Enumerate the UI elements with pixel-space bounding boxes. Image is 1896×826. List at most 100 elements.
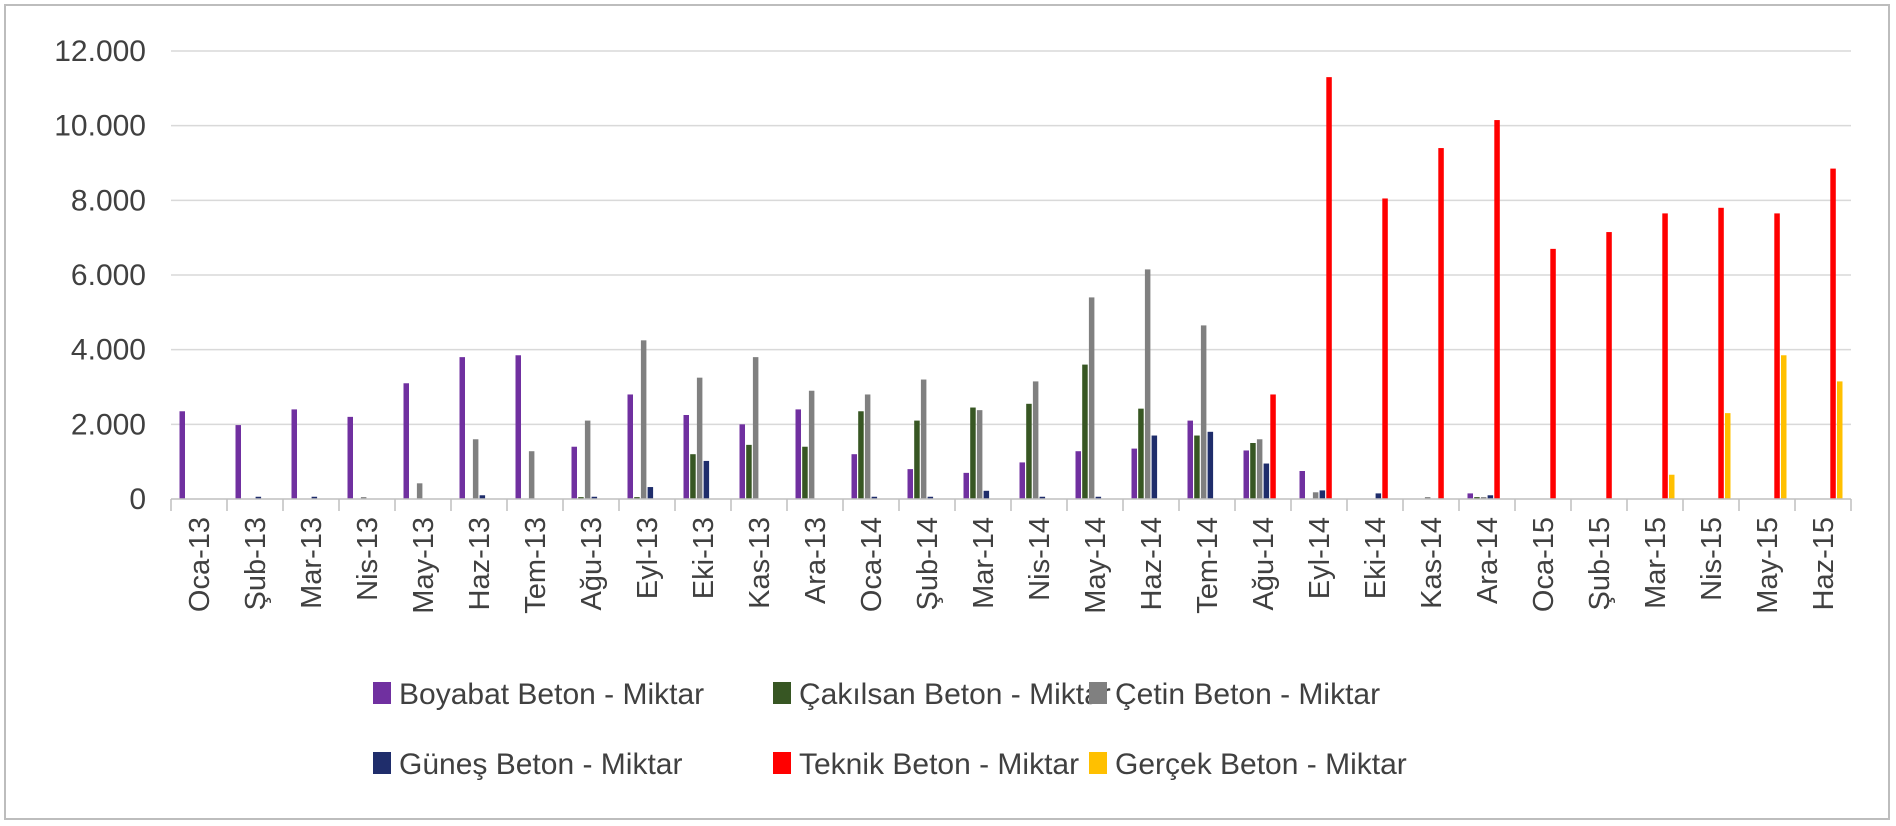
bar--etin-beton-miktar-tem-13 [528,451,535,499]
legend-label: Çakılsan Beton - Miktar [799,678,1111,711]
bar--etin-beton-miktar-tem-14 [1200,325,1207,499]
x-axis-ticks: Oca-13 Şub-13 Mar-13 Nis-13 May-13 Haz-13 Tem-… [184,517,1840,614]
bar-boyabat-beton-miktar-şub-13 [235,425,241,499]
bar-g-ne-beton-miktar-mar-14 [983,490,990,499]
bar-teknik-beton-miktar-may-15 [1774,213,1780,499]
bar-g-ne-beton-miktar-eyl-13 [647,487,654,499]
x-axis [170,498,1852,511]
bar-teknik-beton-miktar-eyl-14 [1326,77,1332,499]
bar--etin-beton-miktar-kas-14 [1424,497,1431,499]
bar-ger-ek-beton-miktar-may-15 [1781,355,1787,499]
bar-teknik-beton-miktar-kas-14 [1438,148,1444,500]
x-tick-label: Oca-14 [856,517,888,612]
bar-boyabat-beton-miktar-eki-13 [683,415,689,499]
legend-swatch [1089,752,1107,774]
bar--ak-lsan-beton-miktar-oca-14 [858,411,864,499]
bar-g-ne-beton-miktar-ağu-14 [1263,463,1270,499]
bar--ak-lsan-beton-miktar-mar-14 [970,407,976,499]
x-tick-label: Ağu-14 [1248,517,1280,611]
x-tick-label: Mar-15 [1640,517,1672,609]
bar-g-ne-beton-miktar-şub-13 [255,496,262,499]
y-tick-label: 6.000 [71,259,146,292]
bar--etin-beton-miktar-nis-13 [360,497,367,499]
x-tick-label: Eki-14 [1360,517,1392,599]
x-tick-label: Ağu-13 [576,517,608,611]
x-tick-label: Şub-15 [1584,517,1616,611]
y-axis-ticks: 0 2.000 4.000 6.000 8.000 10.000 12.000 [54,35,146,516]
bar--ak-lsan-beton-miktar-tem-14 [1194,435,1200,499]
bar-g-ne-beton-miktar-nis-14 [1039,496,1046,499]
x-tick-label: Şub-14 [912,517,944,611]
bar-ger-ek-beton-miktar-nis-15 [1725,413,1731,499]
bar-boyabat-beton-miktar-eyl-13 [627,394,633,499]
bar-g-ne-beton-miktar-şub-14 [927,496,934,499]
bar-g-ne-beton-miktar-eki-13 [703,460,710,499]
bar--etin-beton-miktar-ağu-13 [584,420,591,499]
legend-swatch [1089,682,1107,704]
bar-teknik-beton-miktar-mar-15 [1662,213,1668,499]
legend: Boyabat Beton - Miktar Çakılsan Beton - M… [373,678,1407,781]
bar--etin-beton-miktar-ara-13 [808,390,815,499]
bar-g-ne-beton-miktar-mar-13 [311,496,318,499]
y-tick-label: 8.000 [71,184,146,217]
bar--ak-lsan-beton-miktar-ağu-14 [1250,443,1256,499]
bar-g-ne-beton-miktar-oca-14 [871,496,878,499]
x-tick-label: Haz-15 [1808,517,1840,611]
bars [179,77,1843,500]
bar-boyabat-beton-miktar-oca-14 [851,454,857,499]
bar-boyabat-beton-miktar-tem-13 [515,355,521,499]
bar--ak-lsan-beton-miktar-şub-14 [914,420,920,499]
chart-frame: 0 2.000 4.000 6.000 8.000 10.000 12.000 Oca-13… [4,4,1890,820]
legend-swatch [373,682,391,704]
bar-g-ne-beton-miktar-haz-14 [1151,435,1158,499]
x-tick-label: Mar-14 [968,517,1000,609]
bar--ak-lsan-beton-miktar-ara-13 [802,446,808,499]
bar-g-ne-beton-miktar-ara-14 [1487,495,1494,499]
bar-boyabat-beton-miktar-haz-14 [1131,448,1137,499]
y-tick-label: 10.000 [54,110,146,143]
x-tick-label: Eki-13 [688,517,720,599]
x-tick-label: Kas-14 [1416,517,1448,609]
bar--etin-beton-miktar-haz-14 [1144,269,1151,499]
legend-label: Çetin Beton - Miktar [1115,678,1380,711]
bar-boyabat-beton-miktar-mar-14 [963,472,969,499]
bar-boyabat-beton-miktar-nis-13 [347,416,353,499]
bar--ak-lsan-beton-miktar-haz-14 [1138,408,1144,499]
bar--etin-beton-miktar-şub-14 [920,379,927,499]
legend-swatch [773,682,791,704]
x-tick-label: Nis-15 [1696,517,1728,601]
bar--etin-beton-miktar-ara-14 [1480,497,1487,499]
bar--etin-beton-miktar-haz-13 [472,439,479,499]
bar-boyabat-beton-miktar-ağu-14 [1243,450,1249,499]
x-tick-label: Mar-13 [296,517,328,609]
bar--etin-beton-miktar-eyl-14 [1312,492,1319,499]
bar--ak-lsan-beton-miktar-may-14 [1082,364,1088,499]
bar-boyabat-beton-miktar-haz-13 [459,357,465,499]
x-tick-label: May-13 [408,517,440,614]
bar-teknik-beton-miktar-ara-14 [1494,120,1500,500]
bar--ak-lsan-beton-miktar-nis-14 [1026,403,1032,499]
y-tick-label: 12.000 [54,35,146,68]
bar-boyabat-beton-miktar-eyl-14 [1299,471,1305,499]
legend-label: Teknik Beton - Miktar [799,748,1079,781]
bar--etin-beton-miktar-may-14 [1088,297,1095,499]
bar-boyabat-beton-miktar-ağu-13 [571,446,577,499]
bar--etin-beton-miktar-nis-14 [1032,381,1039,499]
x-tick-label: May-14 [1080,517,1112,614]
y-tick-label: 4.000 [71,334,146,367]
bar--ak-lsan-beton-miktar-eyl-13 [634,497,640,499]
legend-label: Güneş Beton - Miktar [399,748,682,781]
bar--ak-lsan-beton-miktar-kas-13 [746,444,752,499]
legend-swatch [373,752,391,774]
legend-label: Boyabat Beton - Miktar [399,678,704,711]
x-tick-label: Nis-14 [1024,517,1056,601]
x-tick-label: Oca-15 [1528,517,1560,612]
x-tick-label: Ara-14 [1472,517,1504,604]
bar--ak-lsan-beton-miktar-ağu-13 [578,497,584,499]
bar-g-ne-beton-miktar-ağu-13 [591,496,598,499]
bar-teknik-beton-miktar-oca-15 [1550,248,1556,499]
bar--etin-beton-miktar-ağu-14 [1256,439,1263,499]
bar-teknik-beton-miktar-ağu-14 [1270,394,1276,499]
bar-teknik-beton-miktar-şub-15 [1606,232,1612,500]
bar--etin-beton-miktar-oca-14 [864,394,871,499]
